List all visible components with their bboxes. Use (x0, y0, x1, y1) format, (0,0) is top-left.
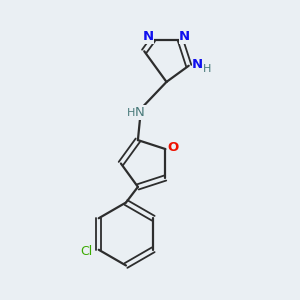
Text: O: O (167, 141, 178, 154)
Text: H: H (127, 107, 135, 118)
Text: N: N (179, 30, 190, 43)
Text: N: N (135, 106, 145, 119)
Text: H: H (203, 64, 212, 74)
Text: N: N (192, 58, 203, 71)
Text: Cl: Cl (80, 245, 92, 258)
Text: N: N (143, 30, 154, 43)
